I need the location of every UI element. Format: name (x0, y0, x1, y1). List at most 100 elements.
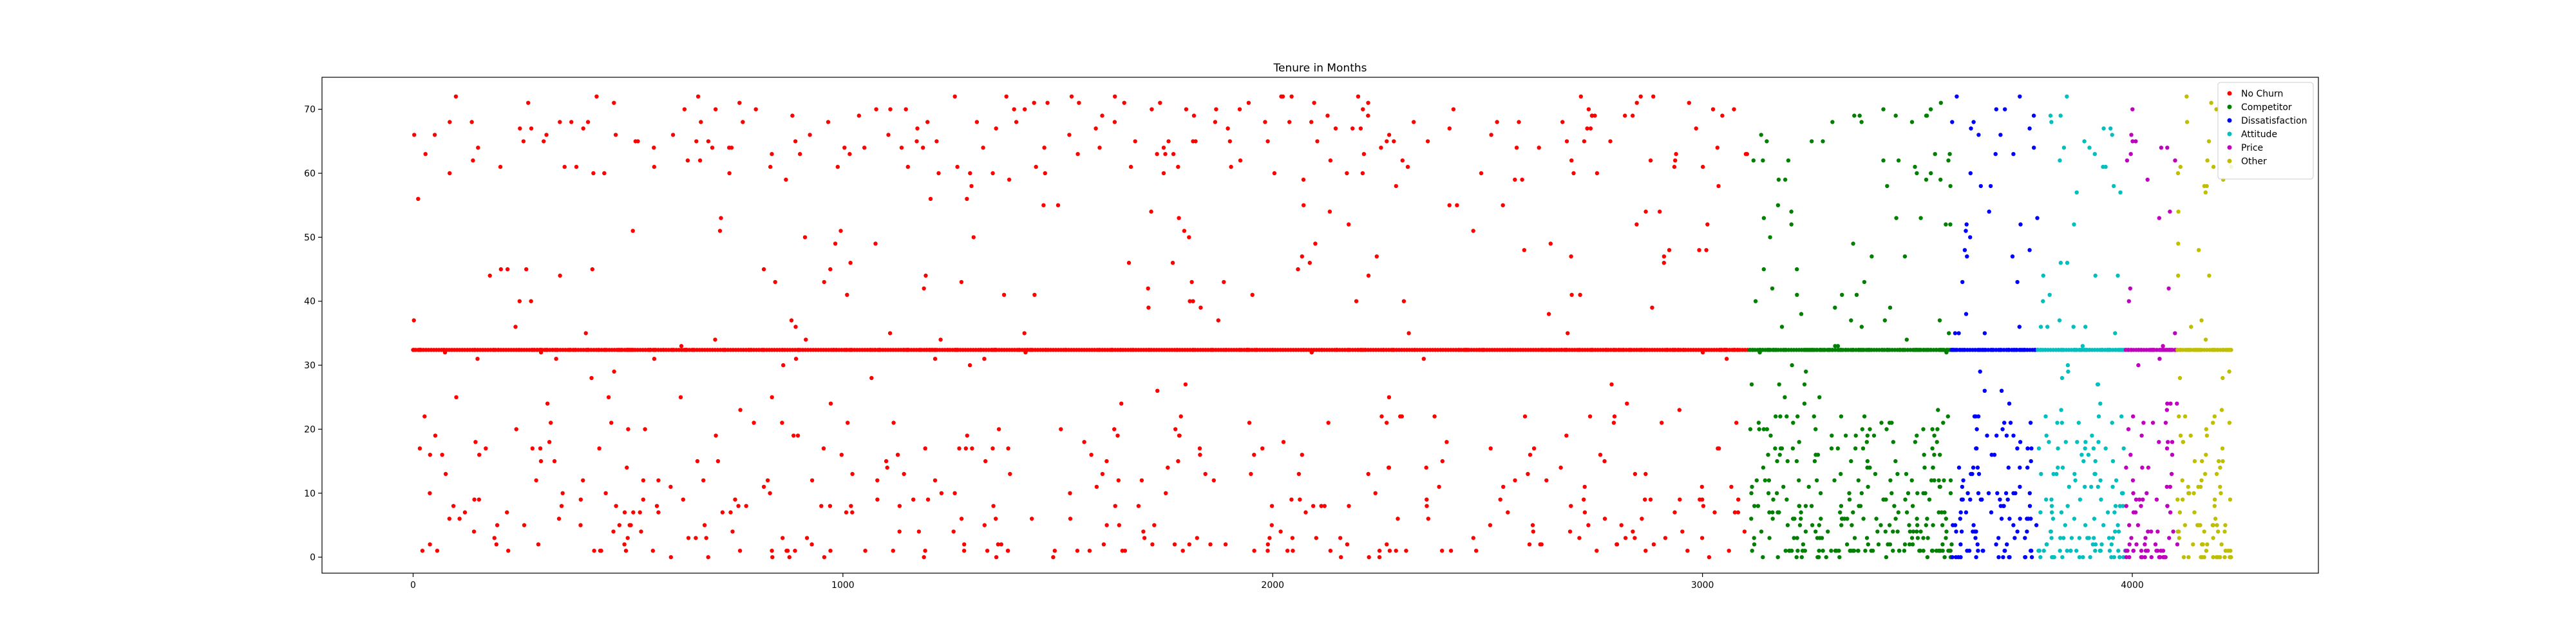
data-point (1522, 248, 1526, 252)
data-point (1489, 133, 1493, 137)
data-point (2044, 433, 2049, 438)
data-point (1338, 536, 1343, 540)
data-point (2056, 465, 2060, 470)
data-point (793, 139, 798, 144)
data-point (1833, 344, 1837, 348)
data-point (1300, 254, 1305, 259)
data-point (2029, 549, 2033, 553)
data-point (2011, 152, 2016, 156)
data-point (542, 139, 546, 144)
data-point (1818, 491, 1823, 495)
data-point (1938, 453, 1942, 457)
data-point (2178, 164, 2183, 169)
data-point (971, 235, 976, 240)
data-point (457, 516, 462, 521)
data-point (2071, 325, 2076, 329)
data-point (970, 446, 974, 451)
data-point (1915, 516, 1919, 521)
data-point (2203, 190, 2208, 194)
data-point (804, 536, 810, 540)
data-point (2131, 549, 2136, 553)
data-point (1833, 305, 1837, 310)
data-point (714, 433, 718, 438)
series-attitude-points (2036, 94, 2128, 560)
data-point (2029, 446, 2034, 451)
data-point (1749, 491, 1754, 495)
data-point (1531, 529, 1535, 534)
data-point (1864, 440, 1869, 444)
data-point (1799, 510, 1803, 515)
data-point (534, 478, 538, 483)
data-point (2213, 516, 2218, 521)
legend-box (2217, 82, 2314, 180)
data-point (1940, 542, 1945, 547)
data-point (1307, 260, 1312, 265)
data-point (2005, 542, 2009, 547)
data-point (1593, 113, 1597, 118)
data-point (1971, 523, 1976, 527)
data-point (1164, 491, 1168, 495)
y-tick-label: 60 (304, 169, 316, 179)
data-point (1978, 369, 1982, 374)
data-point (1672, 164, 1677, 169)
data-point (524, 267, 529, 272)
data-point (2173, 158, 2177, 163)
y-tick-label: 40 (304, 297, 316, 307)
data-point (630, 229, 635, 233)
data-points (411, 94, 2233, 560)
data-point (1969, 126, 1973, 131)
data-point (990, 171, 995, 176)
data-point (2146, 529, 2150, 534)
data-point (1785, 414, 1789, 419)
data-point (1832, 478, 1837, 483)
data-point (638, 510, 642, 515)
data-point (2218, 484, 2222, 489)
data-point (1868, 427, 1872, 431)
data-point (1406, 331, 1411, 336)
data-point (2183, 523, 2188, 527)
data-point (1994, 433, 1999, 438)
data-point (1859, 120, 1864, 124)
data-point (1935, 440, 1939, 444)
data-point (1585, 126, 1589, 131)
data-point (2049, 497, 2054, 502)
data-point (1104, 459, 1109, 464)
data-point (1949, 542, 1954, 547)
data-point (612, 100, 616, 105)
data-point (2083, 325, 2088, 329)
data-point (1776, 510, 1780, 515)
data-point (2041, 549, 2046, 553)
data-point (2229, 555, 2233, 560)
data-point (2159, 146, 2164, 150)
data-point (494, 542, 498, 547)
data-point (1648, 497, 1653, 502)
data-point (1673, 158, 1678, 163)
data-point (959, 516, 964, 521)
data-point (1250, 292, 1255, 297)
data-point (1366, 273, 1371, 278)
data-point (784, 177, 788, 182)
data-point (2200, 542, 2204, 547)
data-point (1537, 146, 1541, 150)
data-point (2139, 504, 2143, 508)
data-point (1328, 549, 1333, 553)
data-point (1698, 497, 1702, 502)
data-point (862, 146, 867, 150)
data-point (2018, 484, 2022, 489)
data-point (2047, 440, 2051, 444)
data-point (2121, 504, 2125, 508)
data-point (1662, 260, 1666, 265)
data-point (1736, 497, 1741, 502)
data-point (1835, 446, 1840, 451)
data-point (1866, 542, 1870, 547)
data-point (719, 216, 723, 220)
data-point (1803, 529, 1808, 534)
series-no-churn-points (411, 94, 1750, 560)
data-point (1694, 126, 1698, 131)
data-point (2164, 446, 2170, 451)
data-point (589, 375, 594, 381)
data-point (1884, 427, 1889, 431)
data-point (1848, 549, 1853, 553)
y-tick-label: 10 (304, 489, 316, 499)
